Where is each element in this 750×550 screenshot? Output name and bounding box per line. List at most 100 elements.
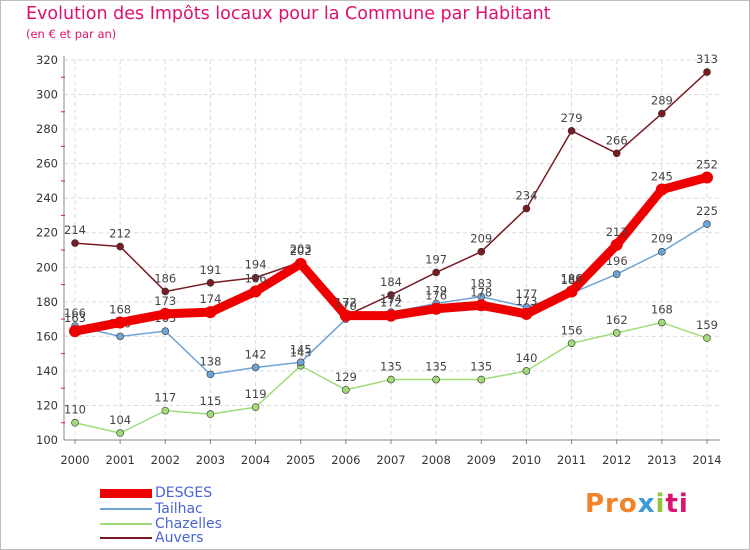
point-auvers-2002 (161, 287, 170, 296)
data-label-chazelles-2007: 135 (380, 360, 402, 374)
data-label-auvers-2008: 197 (425, 252, 447, 266)
data-label-chazelles-2000: 110 (64, 403, 86, 417)
data-label-auvers-2003: 191 (199, 263, 221, 277)
y-tick-label-100: 100 (36, 433, 58, 447)
x-tick-label-2009: 2009 (467, 453, 496, 467)
point-auvers-2013 (658, 109, 666, 118)
logo-part-2: x (637, 489, 656, 519)
data-label-chazelles-2002: 117 (154, 391, 176, 405)
data-label-auvers-2011: 279 (561, 111, 583, 125)
point-chazelles-2001 (116, 429, 124, 437)
data-label-tailhac-2009: 183 (470, 277, 492, 291)
point-desges-2003 (204, 306, 217, 319)
chart-title: Evolution des Impôts locaux pour la Comm… (26, 4, 551, 24)
data-label-desges-2014: 252 (696, 157, 718, 171)
point-desges-2004 (249, 285, 262, 298)
data-label-chazelles-2006: 129 (335, 370, 357, 384)
legend-label-auvers: Auvers (155, 530, 204, 546)
data-label-chazelles-2008: 135 (425, 360, 447, 374)
data-label-desges-2000: 163 (64, 311, 86, 325)
point-chazelles-2014 (703, 334, 711, 342)
point-auvers-2011 (567, 127, 576, 135)
data-label-desges-2002: 173 (154, 294, 176, 308)
y-tick-label-160: 160 (36, 329, 58, 343)
data-label-auvers-2005: 203 (290, 242, 312, 256)
point-desges-2006 (339, 309, 352, 322)
data-label-tailhac-2014: 225 (696, 204, 718, 218)
data-label-tailhac-2007: 174 (380, 292, 402, 306)
legend-item-tailhac: Tailhac (100, 502, 203, 516)
data-label-chazelles-2011: 156 (561, 323, 583, 337)
data-label-desges-2006: 172 (335, 296, 357, 310)
data-label-auvers-2010: 234 (515, 189, 537, 203)
point-auvers-2009 (477, 247, 486, 256)
point-auvers-2014 (703, 68, 711, 76)
x-tick-label-2008: 2008 (422, 453, 451, 467)
data-label-tailhac-2008: 179 (425, 284, 447, 298)
x-tick-label-2004: 2004 (241, 453, 270, 467)
point-auvers-2007 (387, 291, 395, 299)
point-chazelles-2011 (567, 339, 576, 348)
point-tailhac-2012 (612, 270, 621, 278)
data-label-auvers-2001: 212 (109, 227, 131, 241)
data-label-desges-2009: 178 (470, 285, 492, 299)
point-desges-2002 (159, 307, 172, 320)
point-auvers-2012 (612, 149, 621, 158)
data-label-desges-2004: 186 (245, 271, 267, 285)
point-chazelles-2012 (612, 329, 621, 337)
legend-item-auvers: Auvers (100, 531, 203, 545)
data-label-chazelles-2003: 115 (199, 394, 221, 408)
x-tick-label-2006: 2006 (331, 453, 360, 467)
legend-swatch-tailhac (100, 508, 152, 510)
point-auvers-2008 (432, 268, 440, 277)
point-tailhac-2013 (658, 247, 666, 256)
point-desges-2011 (565, 285, 578, 298)
point-auvers-2000 (71, 239, 79, 247)
data-label-chazelles-2009: 135 (470, 360, 492, 374)
data-label-desges-2012: 213 (606, 225, 628, 239)
data-label-auvers-2004: 194 (245, 258, 267, 272)
point-tailhac-2003 (206, 370, 215, 379)
point-tailhac-2004 (251, 363, 260, 372)
point-chazelles-2004 (251, 403, 260, 411)
y-tick-label-220: 220 (36, 226, 58, 240)
x-tick-label-2013: 2013 (647, 453, 676, 467)
data-label-desges-2007: 172 (380, 296, 402, 310)
x-tick-label-2000: 2000 (60, 453, 89, 467)
x-tick-label-2010: 2010 (512, 453, 541, 467)
legend-label-desges: DESGES (155, 485, 213, 501)
data-label-desges-2005: 202 (290, 244, 312, 258)
y-tick-label-140: 140 (36, 364, 58, 378)
y-tick-label-240: 240 (36, 191, 58, 205)
data-label-tailhac-2012: 196 (606, 254, 628, 268)
data-label-chazelles-2004: 119 (245, 387, 267, 401)
data-label-tailhac-2005: 145 (290, 342, 312, 356)
point-desges-2009 (475, 299, 488, 312)
x-tick-label-2003: 2003 (196, 453, 225, 467)
data-label-auvers-2013: 289 (651, 94, 673, 108)
point-tailhac-2001 (116, 332, 124, 341)
legend-item-desges: DESGES (100, 486, 212, 500)
data-label-auvers-2012: 266 (606, 133, 628, 147)
point-chazelles-2006 (342, 386, 350, 394)
y-tick-label-320: 320 (36, 53, 58, 67)
proxiti-logo: Proxiti (585, 489, 689, 519)
point-desges-2008 (430, 302, 443, 315)
data-label-chazelles-2014: 159 (696, 318, 718, 332)
point-desges-2001 (114, 316, 127, 329)
point-chazelles-2013 (658, 318, 666, 327)
point-chazelles-2003 (206, 410, 215, 418)
point-chazelles-2009 (477, 375, 486, 384)
y-tick-label-280: 280 (36, 122, 58, 136)
x-tick-label-2007: 2007 (376, 453, 405, 467)
point-tailhac-2002 (161, 327, 170, 335)
y-tick-label-260: 260 (36, 157, 58, 171)
logo-part-1: Pro (585, 489, 638, 519)
y-tick-label-200: 200 (36, 260, 58, 274)
data-label-tailhac-2003: 138 (199, 354, 221, 368)
data-label-desges-2008: 176 (425, 289, 447, 303)
logo-part-3: i (655, 489, 666, 519)
y-tick-label-180: 180 (36, 295, 58, 309)
x-tick-label-2011: 2011 (557, 453, 586, 467)
